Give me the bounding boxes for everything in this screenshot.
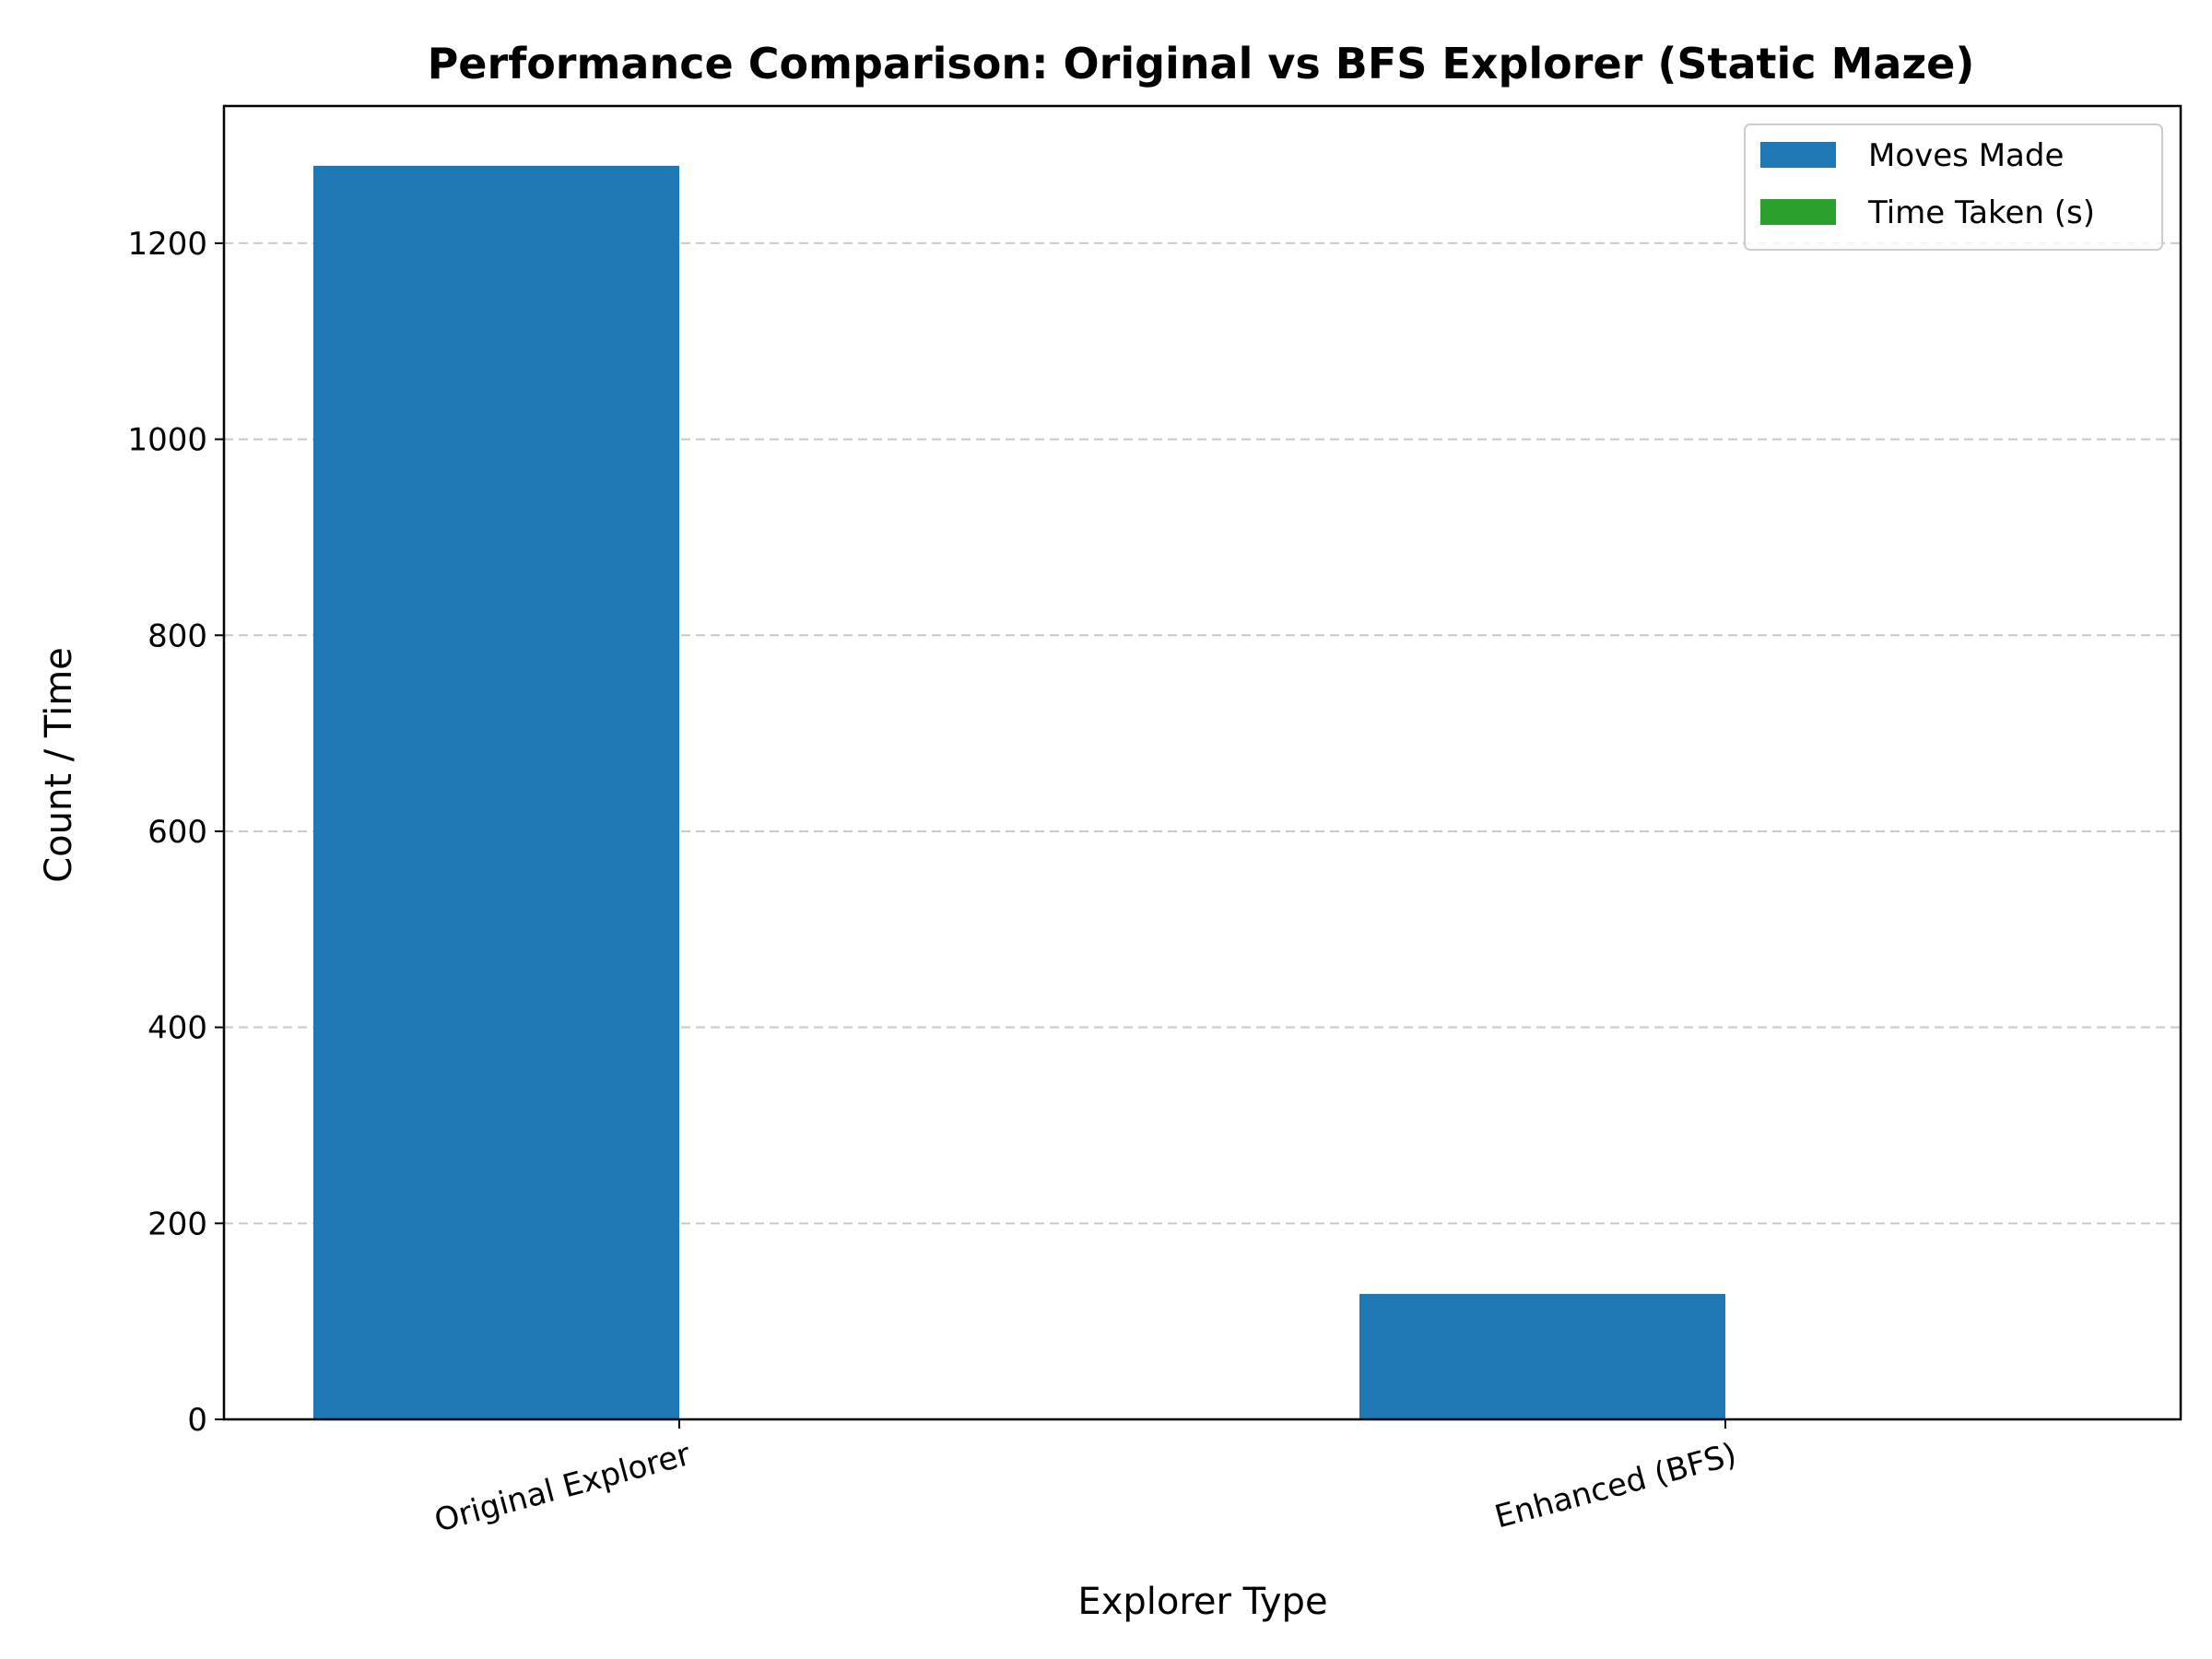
y-tick-label: 200 [147,1206,207,1242]
plot-frame [222,104,2183,1421]
legend-swatch [1760,142,1836,168]
legend-label: Moves Made [1868,137,2064,174]
x-axis-label: Explorer Type [1077,1581,1327,1623]
legend-swatch [1760,199,1836,225]
y-tick-label: 400 [147,1010,207,1047]
legend-items: Moves Made Time Taken (s) [1760,137,2095,231]
bar-moves-made-0 [313,165,679,1420]
y-tick-label: 600 [147,814,207,851]
y-tick-label: 800 [147,618,207,654]
bars [313,165,2091,1420]
y-tick-label: 1200 [127,226,207,263]
axes [222,104,2183,1421]
y-tick-label: 1000 [127,422,207,459]
legend-label: Time Taken (s) [1867,194,2095,231]
y-axis-label: Count / Time [38,647,80,883]
y-tick-label: 0 [187,1402,207,1439]
legend-box [1744,124,2163,251]
bar-moves-made-1 [1359,1293,1725,1419]
y-ticks: 0 200 400 600 800 1000 1200 [127,226,224,1439]
chart-title: Performance Comparison: Original vs BFS … [428,39,1975,88]
legend: Moves Made Time Taken (s) [1744,124,2163,251]
